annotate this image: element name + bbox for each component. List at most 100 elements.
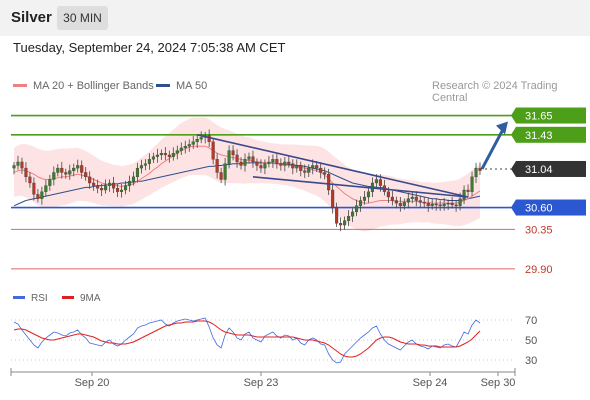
candle-body xyxy=(311,165,315,169)
candle-body xyxy=(414,196,418,201)
trendline xyxy=(197,134,469,198)
x-tick-label: Sep 23 xyxy=(244,377,279,389)
candle-body xyxy=(147,159,151,164)
level-tag-pointer xyxy=(511,160,516,177)
candle-body xyxy=(123,185,128,191)
candle-body xyxy=(167,154,171,157)
candle-body xyxy=(191,141,195,145)
level-label: 31.43 xyxy=(525,130,553,142)
candle-body xyxy=(450,202,454,206)
candle-body xyxy=(199,137,203,140)
credit-text: Research © 2024 Trading Central xyxy=(432,80,558,104)
candle-body xyxy=(12,165,16,169)
candle-body xyxy=(259,165,263,169)
candle-body xyxy=(347,216,351,221)
level-tag-pointer xyxy=(511,199,516,216)
candle-body xyxy=(315,165,319,169)
candle-body xyxy=(390,196,394,201)
candle-body xyxy=(275,159,279,164)
candle-body xyxy=(442,203,446,206)
candle-body xyxy=(327,174,331,191)
candle-body xyxy=(112,182,116,189)
candle-body xyxy=(195,139,199,142)
level-label: 30.60 xyxy=(525,203,553,215)
candle-body xyxy=(68,170,72,175)
rsi-line xyxy=(13,317,481,364)
candle-body xyxy=(362,196,367,201)
candle-body xyxy=(406,198,410,203)
candle-body xyxy=(187,144,191,147)
candle-body xyxy=(116,188,120,192)
candle-body xyxy=(48,179,52,186)
candle-body xyxy=(163,153,167,156)
candle-body xyxy=(358,200,363,206)
candle-body xyxy=(374,179,378,184)
legend-rsi: RSI xyxy=(13,293,48,304)
candle-body xyxy=(378,179,382,186)
candle-body xyxy=(303,170,307,173)
level-label: 31.65 xyxy=(525,111,553,123)
candle-body xyxy=(155,154,159,157)
candle-body xyxy=(52,172,56,180)
rsi-tick-label: 70 xyxy=(525,315,537,327)
candle-body xyxy=(430,203,434,206)
candle-body xyxy=(227,150,231,164)
candle-body xyxy=(279,163,283,166)
candle-body xyxy=(56,167,60,173)
candle-body xyxy=(398,202,402,206)
candle-body xyxy=(331,189,335,208)
candle-body xyxy=(458,198,462,206)
candle-body xyxy=(235,154,239,163)
legend-ma50: MA 50 xyxy=(156,80,207,92)
candle-body xyxy=(151,156,155,160)
candle-body xyxy=(84,172,88,178)
candle-body xyxy=(72,167,76,171)
timeframe-button[interactable]: 30 MIN xyxy=(57,6,108,30)
rsi-ma-swatch xyxy=(62,295,74,299)
candle-body xyxy=(267,161,271,164)
x-tick-label: Sep 24 xyxy=(413,377,448,389)
candle-body xyxy=(291,163,295,169)
candle-body xyxy=(215,159,219,173)
candle-body xyxy=(271,159,275,163)
candle-body xyxy=(80,165,84,173)
level-label: 31.04 xyxy=(525,164,553,176)
legend-ma20: MA 20 + Bollinger Bands xyxy=(13,80,154,92)
level-label: 29.90 xyxy=(525,264,553,276)
candle-body xyxy=(231,150,235,156)
x-tick-label: Sep 20 xyxy=(75,377,110,389)
candle-body xyxy=(108,182,112,186)
candle-body xyxy=(243,159,247,166)
candle-body xyxy=(64,172,68,175)
legend-ma20-label: MA 20 + Bollinger Bands xyxy=(33,80,154,92)
x-tick-label: Sep 30 xyxy=(481,377,516,389)
candle-body xyxy=(32,182,36,195)
candle-body xyxy=(76,165,80,169)
level-tag-pointer xyxy=(511,107,516,124)
candle-body xyxy=(474,167,478,178)
level-tag xyxy=(516,126,586,143)
ma50-swatch xyxy=(156,83,170,87)
legend-rsi-ma-label: 9MA xyxy=(80,293,101,304)
candle-body xyxy=(60,167,64,173)
candle-body xyxy=(223,163,227,180)
candle-body xyxy=(44,185,48,192)
candle-body xyxy=(88,176,92,184)
candle-body xyxy=(135,167,140,178)
rsi-swatch xyxy=(13,295,25,299)
candle-body xyxy=(366,191,371,198)
candle-body xyxy=(175,150,179,154)
candle-body xyxy=(462,189,466,199)
candle-body xyxy=(96,185,100,189)
candle-body xyxy=(434,203,438,206)
candle-body xyxy=(16,161,20,166)
candle-body xyxy=(446,202,450,205)
candle-body xyxy=(251,156,255,163)
candle-body xyxy=(159,153,163,156)
rsi-tick-label: 30 xyxy=(525,355,537,367)
level-tag-pointer xyxy=(511,126,516,143)
ma20-swatch xyxy=(13,83,27,87)
arrow-head xyxy=(496,121,508,135)
candle-body xyxy=(354,205,359,213)
